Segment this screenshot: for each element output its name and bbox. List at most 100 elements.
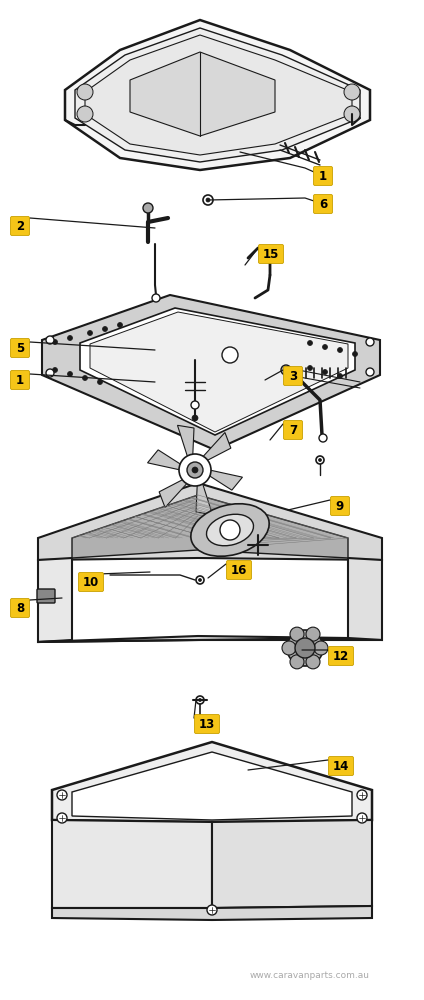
Text: 2: 2 bbox=[16, 220, 24, 232]
Circle shape bbox=[143, 203, 153, 213]
Text: 14: 14 bbox=[333, 760, 349, 772]
Circle shape bbox=[319, 434, 327, 442]
Circle shape bbox=[67, 371, 73, 376]
Circle shape bbox=[77, 84, 93, 100]
Circle shape bbox=[203, 195, 213, 205]
Circle shape bbox=[306, 627, 320, 641]
Circle shape bbox=[57, 790, 67, 800]
FancyBboxPatch shape bbox=[11, 217, 30, 235]
Circle shape bbox=[314, 641, 328, 655]
Circle shape bbox=[198, 698, 201, 702]
FancyBboxPatch shape bbox=[313, 194, 332, 214]
Circle shape bbox=[53, 340, 58, 344]
Circle shape bbox=[191, 401, 199, 409]
Circle shape bbox=[295, 638, 315, 658]
Polygon shape bbox=[75, 28, 360, 162]
FancyBboxPatch shape bbox=[329, 647, 354, 666]
Circle shape bbox=[57, 813, 67, 823]
Circle shape bbox=[87, 330, 92, 336]
Polygon shape bbox=[52, 820, 212, 908]
Text: 16: 16 bbox=[231, 564, 247, 576]
FancyBboxPatch shape bbox=[313, 166, 332, 186]
Circle shape bbox=[338, 348, 343, 353]
Ellipse shape bbox=[191, 504, 269, 556]
Polygon shape bbox=[72, 752, 352, 820]
FancyBboxPatch shape bbox=[78, 572, 103, 591]
Text: 15: 15 bbox=[263, 247, 279, 260]
Polygon shape bbox=[42, 295, 380, 450]
Circle shape bbox=[98, 379, 103, 384]
Polygon shape bbox=[85, 35, 352, 155]
FancyBboxPatch shape bbox=[226, 560, 251, 580]
Circle shape bbox=[53, 367, 58, 372]
Circle shape bbox=[77, 106, 93, 122]
Circle shape bbox=[307, 340, 312, 346]
Circle shape bbox=[83, 375, 87, 380]
Text: 3: 3 bbox=[289, 369, 297, 382]
Polygon shape bbox=[38, 558, 72, 642]
FancyBboxPatch shape bbox=[11, 598, 30, 617]
Circle shape bbox=[323, 369, 327, 374]
FancyBboxPatch shape bbox=[284, 420, 302, 440]
Circle shape bbox=[222, 347, 238, 363]
Circle shape bbox=[179, 454, 211, 486]
Circle shape bbox=[117, 322, 123, 328]
FancyBboxPatch shape bbox=[37, 589, 55, 603]
Polygon shape bbox=[90, 312, 348, 432]
Text: www.caravanparts.com.au: www.caravanparts.com.au bbox=[250, 970, 370, 980]
FancyBboxPatch shape bbox=[11, 338, 30, 358]
Circle shape bbox=[352, 352, 357, 357]
Circle shape bbox=[46, 369, 54, 377]
Circle shape bbox=[206, 198, 210, 202]
Circle shape bbox=[287, 630, 323, 666]
Polygon shape bbox=[130, 52, 275, 136]
Circle shape bbox=[198, 578, 201, 582]
Polygon shape bbox=[148, 450, 187, 471]
Polygon shape bbox=[38, 483, 382, 560]
Polygon shape bbox=[52, 742, 372, 822]
Polygon shape bbox=[38, 636, 348, 642]
Polygon shape bbox=[80, 308, 355, 435]
Circle shape bbox=[357, 790, 367, 800]
Polygon shape bbox=[72, 495, 348, 558]
Circle shape bbox=[357, 813, 367, 823]
Polygon shape bbox=[348, 558, 382, 640]
Circle shape bbox=[344, 106, 360, 122]
Circle shape bbox=[187, 462, 203, 478]
Circle shape bbox=[338, 373, 343, 378]
FancyBboxPatch shape bbox=[330, 496, 349, 516]
FancyBboxPatch shape bbox=[259, 244, 284, 263]
FancyBboxPatch shape bbox=[329, 756, 354, 776]
Circle shape bbox=[316, 456, 324, 464]
Text: 12: 12 bbox=[333, 650, 349, 662]
Text: 1: 1 bbox=[319, 169, 327, 182]
Circle shape bbox=[67, 336, 73, 340]
Circle shape bbox=[318, 458, 321, 462]
Circle shape bbox=[192, 467, 198, 473]
Text: 8: 8 bbox=[16, 601, 24, 614]
Circle shape bbox=[323, 344, 327, 350]
FancyBboxPatch shape bbox=[284, 366, 302, 385]
Text: 10: 10 bbox=[83, 576, 99, 588]
Circle shape bbox=[366, 338, 374, 346]
Polygon shape bbox=[65, 20, 370, 170]
Circle shape bbox=[282, 641, 296, 655]
Circle shape bbox=[306, 655, 320, 669]
Circle shape bbox=[46, 336, 54, 344]
Circle shape bbox=[220, 520, 240, 540]
Circle shape bbox=[290, 655, 304, 669]
Circle shape bbox=[207, 905, 217, 915]
Circle shape bbox=[152, 294, 160, 302]
FancyBboxPatch shape bbox=[195, 714, 220, 734]
Polygon shape bbox=[178, 425, 194, 462]
Polygon shape bbox=[159, 476, 191, 508]
Text: 6: 6 bbox=[319, 198, 327, 211]
Circle shape bbox=[196, 576, 204, 584]
FancyBboxPatch shape bbox=[11, 370, 30, 389]
Text: 7: 7 bbox=[289, 424, 297, 436]
Ellipse shape bbox=[206, 514, 254, 546]
Polygon shape bbox=[203, 469, 243, 490]
Polygon shape bbox=[196, 478, 212, 515]
Polygon shape bbox=[212, 820, 372, 908]
Polygon shape bbox=[199, 432, 231, 464]
